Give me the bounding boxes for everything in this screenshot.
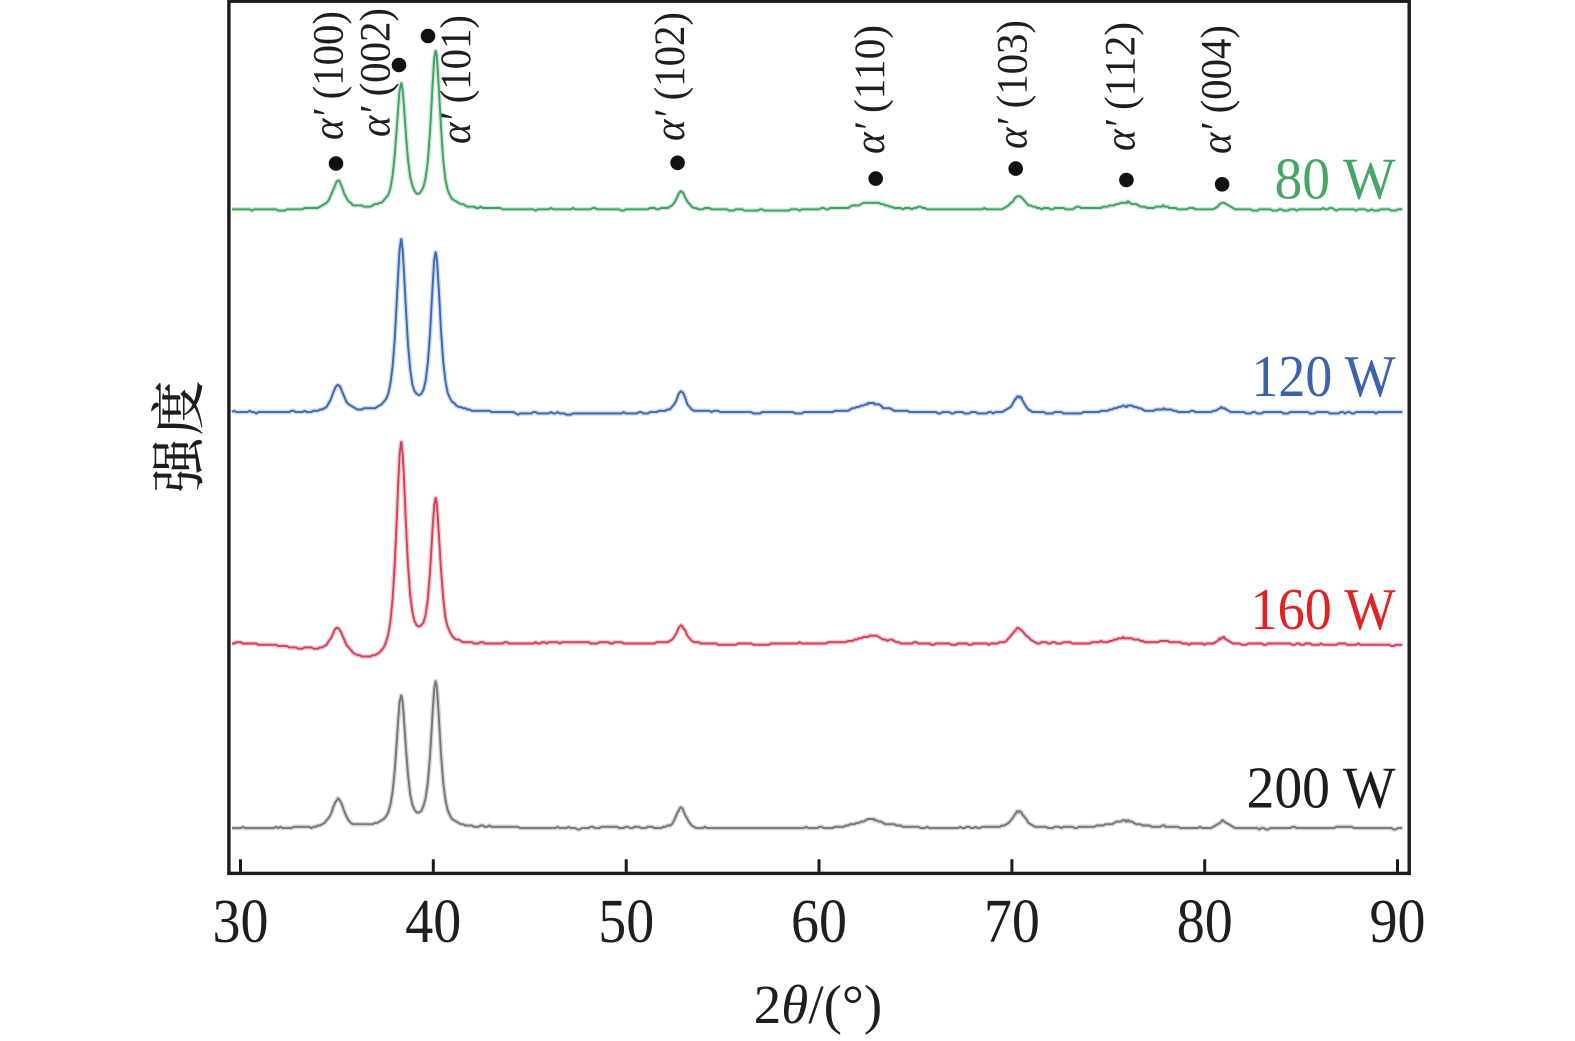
svg-text:α′ (103): α′ (103) xyxy=(990,20,1037,149)
svg-text:α′ (100): α′ (100) xyxy=(306,11,353,140)
svg-text:90: 90 xyxy=(1370,888,1426,956)
svg-text:α′ (004): α′ (004) xyxy=(1193,25,1240,154)
svg-text:60: 60 xyxy=(791,888,847,956)
svg-text:80: 80 xyxy=(1177,888,1233,956)
svg-text:α′ (112): α′ (112) xyxy=(1098,22,1145,151)
svg-text:200 W: 200 W xyxy=(1247,755,1396,821)
svg-text:160 W: 160 W xyxy=(1251,576,1396,642)
svg-text:40: 40 xyxy=(405,888,461,956)
svg-text:α′ (101): α′ (101) xyxy=(433,15,480,144)
svg-text:80 W: 80 W xyxy=(1275,146,1396,212)
svg-text:α′ (102): α′ (102) xyxy=(647,12,694,141)
svg-text:120 W: 120 W xyxy=(1252,343,1396,409)
svg-text:α′ (002): α′ (002) xyxy=(353,8,400,137)
svg-text:50: 50 xyxy=(598,888,654,956)
svg-text:α′ (110): α′ (110) xyxy=(847,25,894,154)
svg-text:70: 70 xyxy=(984,888,1040,956)
svg-text:30: 30 xyxy=(213,888,269,956)
svg-text:2θ/(°): 2θ/(°) xyxy=(754,974,882,1035)
